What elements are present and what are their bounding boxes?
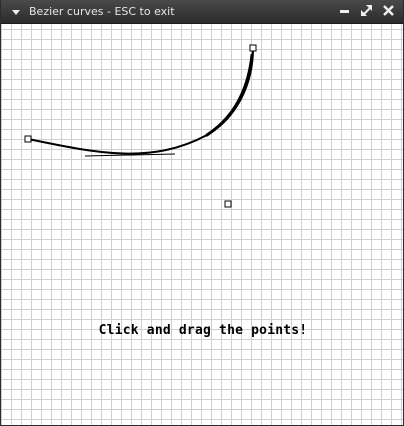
title-bar[interactable]: Bezier curves - ESC to exit	[1, 0, 403, 24]
bezier-curve-highlight	[205, 53, 254, 137]
maximize-icon	[361, 5, 372, 16]
window-title: Bezier curves - ESC to exit	[29, 5, 175, 18]
control-point-handle[interactable]	[224, 200, 232, 208]
tangent-line	[84, 153, 176, 157]
window-menu-icon[interactable]	[12, 10, 20, 15]
control-point-end[interactable]	[249, 44, 257, 52]
control-point-start[interactable]	[24, 135, 32, 143]
bezier-curve	[27, 47, 254, 155]
maximize-button[interactable]	[360, 4, 374, 18]
instructions-text: Click and drag the points!	[98, 323, 308, 338]
drawing-canvas[interactable]	[1, 24, 403, 425]
close-icon	[383, 5, 394, 16]
minimize-icon	[340, 10, 349, 13]
minimize-button[interactable]	[338, 4, 352, 18]
close-button[interactable]	[382, 4, 396, 18]
